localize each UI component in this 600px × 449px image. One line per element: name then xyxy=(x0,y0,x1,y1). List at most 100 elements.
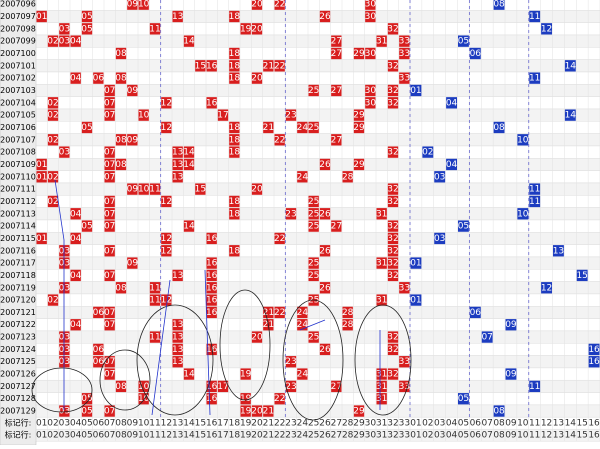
issue-label: 2007125 xyxy=(0,357,36,366)
red-ball xyxy=(104,319,115,331)
red-ball xyxy=(387,331,399,343)
issue-label: 2007104 xyxy=(0,98,36,107)
red-ball xyxy=(47,294,59,306)
red-header: 07 xyxy=(104,419,115,429)
red-header: 04 xyxy=(70,419,82,429)
red-ball xyxy=(115,72,127,84)
red-number: 01 xyxy=(36,172,47,182)
issue-label: 2007128 xyxy=(0,394,36,403)
red-ball xyxy=(387,245,399,257)
red-ball xyxy=(251,405,263,417)
red-ball xyxy=(115,380,127,393)
issue-label: 2007115 xyxy=(0,234,36,243)
red-ball xyxy=(274,393,285,405)
red-number: 30 xyxy=(365,98,377,108)
blue-number: 09 xyxy=(505,320,517,330)
blue-ball xyxy=(422,146,434,158)
blue-number: 13 xyxy=(553,246,564,256)
blue-number: 10 xyxy=(517,209,529,219)
red-number: 12 xyxy=(161,296,172,306)
red-number: 13 xyxy=(172,345,183,355)
issue-label: 2007098 xyxy=(0,24,36,33)
blue-header: 13 xyxy=(553,419,564,429)
red-number: 01 xyxy=(36,234,47,244)
red-number: 32 xyxy=(387,197,398,207)
red-header: 16 xyxy=(206,431,218,441)
red-ball xyxy=(115,282,127,294)
blue-ball xyxy=(458,35,469,47)
issue-label: 2007106 xyxy=(0,123,36,132)
red-number: 02 xyxy=(47,197,58,207)
red-ball xyxy=(149,183,161,195)
blue-number: 03 xyxy=(434,172,445,182)
red-number: 22 xyxy=(274,0,285,10)
red-number: 32 xyxy=(387,370,398,380)
blue-number: 05 xyxy=(458,222,469,232)
red-header: 04 xyxy=(70,431,82,441)
red-number: 31 xyxy=(376,37,387,47)
red-header: 33 xyxy=(399,431,410,441)
red-header: 10 xyxy=(138,419,150,429)
red-number: 17 xyxy=(217,111,228,121)
red-number: 03 xyxy=(59,24,70,34)
blue-number: 08 xyxy=(493,407,505,417)
blue-ball xyxy=(576,269,588,282)
row-bg xyxy=(0,84,600,97)
red-ball xyxy=(172,319,183,331)
row-bg xyxy=(0,342,600,356)
red-number: 30 xyxy=(365,0,377,10)
trend-line xyxy=(151,279,171,416)
blue-number: 08 xyxy=(493,0,505,10)
red-ball xyxy=(387,368,399,380)
red-ball xyxy=(285,208,297,220)
red-ball xyxy=(285,380,297,393)
red-ball xyxy=(104,356,115,368)
blue-header: 01 xyxy=(410,419,421,429)
red-number: 26 xyxy=(319,12,331,22)
red-header: 05 xyxy=(81,431,92,441)
red-ball xyxy=(138,109,149,121)
red-header: 02 xyxy=(47,431,58,441)
red-ball xyxy=(149,282,161,294)
issue-label: 2007126 xyxy=(0,370,36,379)
red-ball xyxy=(297,306,308,319)
red-number: 26 xyxy=(319,160,331,170)
red-number: 10 xyxy=(138,382,150,392)
blue-ball xyxy=(588,343,600,356)
red-ball xyxy=(319,343,331,356)
trend-line xyxy=(299,319,326,331)
red-header: 02 xyxy=(47,419,58,429)
red-header: 18 xyxy=(229,419,241,429)
trend-line xyxy=(54,179,65,241)
blue-ball xyxy=(410,257,422,269)
red-ball xyxy=(127,84,138,97)
red-ball xyxy=(376,257,387,269)
blue-header: 11 xyxy=(529,419,540,429)
issue-label: 2007122 xyxy=(0,320,36,329)
red-number: 05 xyxy=(81,222,92,232)
red-number: 06 xyxy=(93,308,105,318)
red-number: 30 xyxy=(365,49,377,59)
red-header: 09 xyxy=(127,419,139,429)
red-ball xyxy=(161,245,172,257)
blue-number: 04 xyxy=(446,98,458,108)
issue-label: 2007118 xyxy=(0,271,36,280)
red-header: 11 xyxy=(149,431,160,441)
red-ball xyxy=(138,393,149,405)
blue-number: 16 xyxy=(588,357,600,367)
red-ball xyxy=(297,319,308,331)
red-number: 23 xyxy=(285,111,296,121)
red-number: 27 xyxy=(331,86,342,96)
red-number: 26 xyxy=(319,345,331,355)
red-number: 15 xyxy=(195,61,206,71)
red-number: 32 xyxy=(387,333,398,343)
red-ball xyxy=(81,405,93,417)
red-ball xyxy=(206,60,217,72)
red-ball xyxy=(229,134,240,146)
red-number: 13 xyxy=(172,172,183,182)
issue-label: 2007096 xyxy=(0,0,36,9)
red-ball xyxy=(104,405,115,417)
red-number: 25 xyxy=(308,197,319,207)
red-ball xyxy=(127,183,138,195)
red-ball xyxy=(36,158,47,171)
